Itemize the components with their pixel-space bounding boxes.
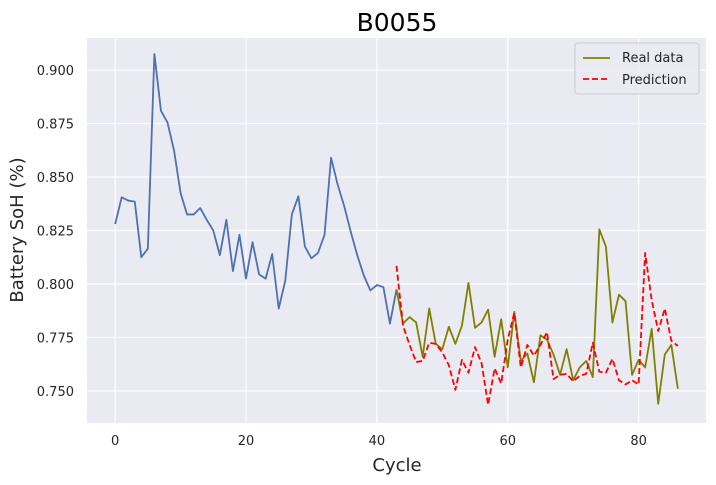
grid (87, 38, 706, 423)
x-tick-label: 20 (238, 434, 255, 449)
y-axis: 0.750 0.775 0.800 0.825 0.850 0.875 0.900 (37, 64, 74, 400)
y-axis-title: Battery SoH (%) (7, 157, 28, 302)
series-line-history (114, 53, 398, 325)
legend-box (574, 42, 700, 95)
legend-label-real-data: Real data (622, 51, 683, 66)
y-tick-label: 0.850 (37, 171, 74, 186)
x-axis-title: Cycle (372, 455, 421, 476)
y-tick-label: 0.800 (37, 278, 74, 293)
series-line-prediction (395, 252, 679, 406)
x-tick-label: 80 (630, 434, 647, 449)
x-tick-label: 0 (111, 434, 119, 449)
legend-label-prediction: Prediction (622, 73, 687, 88)
y-tick-label: 0.775 (37, 331, 74, 346)
x-axis: 0 20 40 60 80 (111, 434, 647, 449)
series-layer (114, 53, 679, 406)
y-tick-label: 0.900 (37, 64, 74, 79)
legend: Real data Prediction (574, 42, 700, 95)
y-tick-label: 0.750 (37, 385, 74, 400)
y-tick-label: 0.875 (37, 118, 74, 133)
x-tick-label: 40 (369, 434, 386, 449)
x-tick-label: 60 (499, 434, 516, 449)
series-line-real (395, 228, 679, 405)
chart-title: B0055 (357, 8, 438, 37)
y-tick-label: 0.825 (37, 225, 74, 240)
